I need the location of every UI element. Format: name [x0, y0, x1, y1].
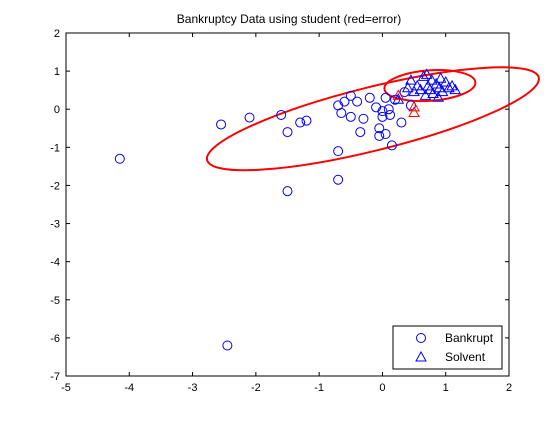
bankrupt-point	[380, 128, 391, 139]
x-tick-label: -4	[124, 382, 134, 394]
bankrupt-point	[405, 100, 416, 111]
bankrupt-point	[380, 92, 391, 103]
x-tick-label: 0	[379, 382, 385, 394]
bankrupt-point	[383, 104, 394, 115]
bankrupt-point	[301, 115, 312, 126]
error-ellipses	[205, 66, 540, 172]
error-point	[408, 100, 420, 112]
y-tick-label: 2	[54, 28, 60, 40]
y-tick-label: 0	[54, 104, 60, 116]
solvent-point	[405, 74, 417, 85]
solvent-point	[439, 76, 452, 87]
solvent-point	[432, 91, 444, 102]
y-tick-label: -4	[50, 257, 60, 269]
legend-solvent-label: Solvent	[445, 350, 486, 364]
y-tick-label: 1	[54, 66, 60, 78]
solvent-point	[449, 83, 462, 95]
bankrupt-point	[386, 140, 397, 151]
solvent-point	[425, 74, 438, 85]
solvent-point	[419, 89, 432, 100]
plot-area	[65, 32, 510, 377]
x-tick-label: 1	[443, 382, 449, 394]
bankrupt-point	[374, 130, 385, 141]
y-tick-label: -7	[50, 371, 60, 383]
bankrupt-point	[385, 109, 396, 120]
bankrupt-point	[345, 111, 356, 122]
x-tick-label: -2	[251, 382, 261, 394]
legend-bankrupt-label: Bankrupt	[445, 331, 494, 345]
bankrupt-point	[244, 112, 255, 123]
solvent-point	[392, 93, 405, 104]
bankrupt-point	[216, 119, 227, 130]
solvent-point	[401, 81, 414, 93]
bankrupt-point	[336, 108, 347, 119]
solvent-point	[420, 68, 433, 79]
bankrupt-point	[339, 96, 350, 107]
y-tick-label: -3	[50, 219, 60, 231]
bankrupt-point	[114, 153, 125, 164]
y-tick-label: -6	[50, 333, 60, 345]
chart-title: Bankruptcy Data using student (red=error…	[177, 12, 401, 26]
legend-box	[392, 325, 503, 370]
x-tick-label: 2	[506, 382, 512, 394]
bankrupt-point	[333, 174, 344, 185]
axis-ticks: -5 -4 -3 -2 -1 0 1 2 2 1 0 -1 -2 -3 -4 -5 -6 -7	[50, 28, 512, 394]
bankrupt-point	[396, 117, 407, 128]
bankrupt-point	[282, 186, 293, 197]
solvent-point	[434, 72, 447, 83]
bankrupt-point	[345, 90, 356, 101]
solvent-point	[443, 81, 455, 93]
x-tick-label: -1	[314, 382, 324, 394]
bankrupt-point	[364, 92, 375, 103]
bankrupt-point	[282, 127, 293, 138]
solvent-point	[427, 87, 439, 98]
legend-bankrupt-marker	[416, 333, 426, 343]
x-tick-label: -3	[188, 382, 198, 394]
y-tick-label: -2	[50, 180, 60, 192]
error-point	[392, 89, 405, 100]
data-points	[114, 68, 462, 351]
bankrupt-point	[295, 117, 306, 128]
confidence-ellipse	[205, 66, 540, 172]
solvent-point	[436, 85, 449, 97]
x-tick-label: -5	[61, 382, 71, 394]
bankrupt-point	[276, 109, 287, 120]
legend: Bankrupt Solvent	[392, 325, 503, 370]
bankrupt-point	[358, 113, 369, 124]
bankrupt-point	[374, 123, 385, 134]
confidence-ellipse	[383, 69, 477, 103]
legend-solvent-marker	[415, 350, 427, 362]
bankrupt-point	[355, 127, 366, 138]
y-tick-label: -5	[50, 295, 60, 307]
y-tick-label: -1	[50, 142, 60, 154]
error-point	[408, 106, 420, 118]
bankrupt-point	[222, 340, 233, 351]
solvent-point	[417, 70, 430, 81]
bankrupt-point	[377, 111, 388, 122]
bankrupt-point	[352, 96, 363, 107]
bankrupt-point	[333, 146, 344, 157]
